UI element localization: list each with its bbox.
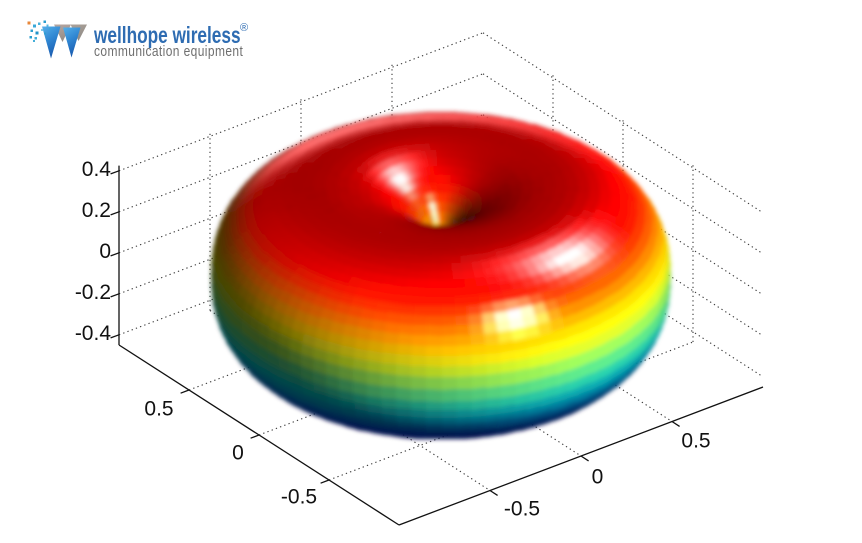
svg-text:0.5: 0.5 [144, 398, 173, 421]
svg-text:communication equipment: communication equipment [94, 43, 243, 60]
svg-text:-0.5: -0.5 [504, 498, 540, 521]
svg-text:-0.2: -0.2 [75, 281, 111, 304]
svg-text:0: 0 [232, 442, 244, 465]
svg-text:0.4: 0.4 [82, 158, 112, 181]
svg-text:-0.4: -0.4 [75, 322, 112, 345]
svg-text:0.5: 0.5 [681, 430, 710, 453]
svg-text:-0.5: -0.5 [281, 486, 317, 509]
svg-text:wellhope wireless: wellhope wireless [93, 24, 240, 49]
svg-text:®: ® [240, 22, 248, 34]
svg-text:0: 0 [592, 466, 604, 489]
svg-text:0: 0 [99, 240, 111, 263]
svg-text:0.2: 0.2 [82, 199, 111, 222]
